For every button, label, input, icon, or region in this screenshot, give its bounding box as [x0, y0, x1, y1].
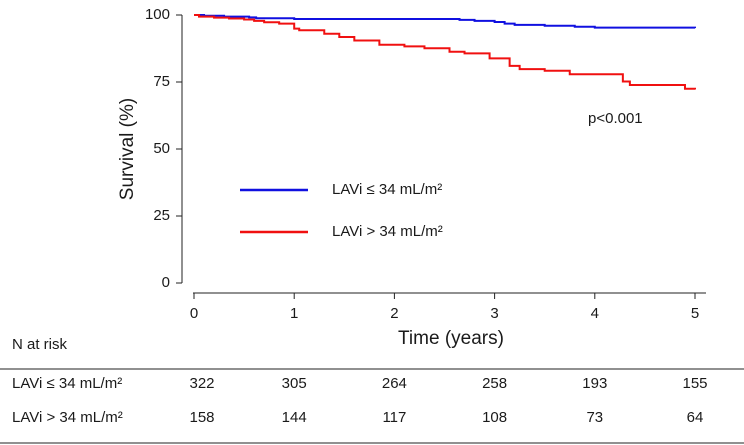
y-axis-ticks: 0 25 50 75 100 [145, 6, 182, 291]
x-axis-ticks: 0 1 2 3 4 5 [190, 293, 699, 322]
x-tick-label: 1 [290, 305, 298, 322]
series-line-lavi-low [194, 14, 696, 29]
risk-cell: 117 [382, 409, 406, 426]
risk-cell: 64 [687, 409, 704, 426]
y-tick-label: 25 [153, 207, 170, 224]
risk-row-label: LAVi ≤ 34 mL/m² [12, 375, 122, 392]
y-tick-label: 75 [153, 73, 170, 90]
risk-table-rows: LAVi ≤ 34 mL/m² 322 305 264 258 193 155 LAVi > … [12, 375, 708, 426]
risk-cell: 193 [582, 375, 607, 392]
x-tick-label: 0 [190, 305, 198, 322]
x-tick-label: 5 [691, 305, 699, 322]
risk-cell: 264 [382, 375, 407, 392]
legend-label-lavi-low: LAVi ≤ 34 mL/m² [332, 181, 442, 198]
risk-cell: 322 [189, 375, 214, 392]
y-axis-title: Survival (%) [117, 98, 138, 200]
legend: LAVi ≤ 34 mL/m² LAVi > 34 mL/m² [240, 181, 443, 240]
x-tick-label: 3 [490, 305, 498, 322]
risk-cell: 258 [482, 375, 507, 392]
x-tick-label: 4 [591, 305, 599, 322]
series-line-lavi-high [194, 14, 696, 90]
risk-cell: 73 [586, 409, 603, 426]
risk-cell: 144 [282, 409, 307, 426]
risk-row-label: LAVi > 34 mL/m² [12, 409, 123, 426]
risk-cell: 305 [282, 375, 307, 392]
risk-cell: 158 [189, 409, 214, 426]
x-axis-title: Time (years) [398, 328, 504, 349]
risk-table-title: N at risk [12, 336, 68, 353]
y-tick-label: 50 [153, 140, 170, 157]
risk-cell: 108 [482, 409, 507, 426]
y-tick-label: 0 [162, 274, 170, 291]
series-layer [194, 14, 696, 90]
p-value-annotation: p<0.001 [588, 110, 643, 127]
x-tick-label: 2 [390, 305, 398, 322]
y-tick-label: 100 [145, 6, 170, 23]
legend-label-lavi-high: LAVi > 34 mL/m² [332, 223, 443, 240]
risk-cell: 155 [682, 375, 707, 392]
